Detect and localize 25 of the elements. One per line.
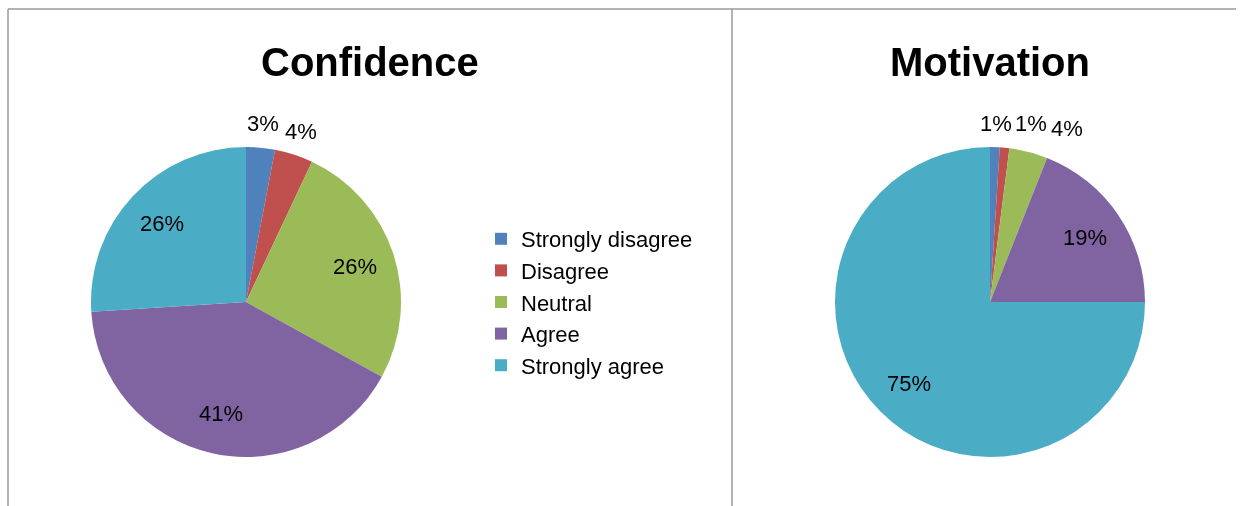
pie-slice bbox=[246, 147, 276, 302]
data-label: 41% bbox=[199, 401, 244, 426]
data-label: 3% bbox=[247, 111, 279, 136]
pie-slice bbox=[91, 147, 246, 312]
chart-title: Confidence bbox=[261, 40, 479, 84]
pie-slice bbox=[246, 161, 401, 377]
pie-slice bbox=[990, 148, 1048, 302]
data-label: 1% bbox=[980, 111, 1012, 136]
data-label: 1% bbox=[1015, 111, 1047, 136]
pie-slice bbox=[91, 302, 382, 457]
chart-title: Motivation bbox=[890, 40, 1090, 84]
data-label: 4% bbox=[1051, 116, 1083, 141]
legend-label: Neutral bbox=[521, 290, 592, 316]
data-label: 4% bbox=[285, 119, 317, 144]
data-label: 19% bbox=[1063, 225, 1108, 250]
legend-label: Strongly agree bbox=[521, 353, 665, 379]
legend-label: Disagree bbox=[521, 258, 610, 284]
pie-slice bbox=[835, 147, 1145, 457]
pie-slice bbox=[246, 149, 312, 302]
legend-label: Strongly disagree bbox=[521, 227, 693, 253]
data-label: 26% bbox=[140, 211, 185, 236]
data-label: 75% bbox=[887, 371, 932, 396]
pie-slice bbox=[990, 157, 1145, 302]
data-label: 26% bbox=[333, 254, 378, 279]
legend-label: Agree bbox=[521, 322, 580, 348]
